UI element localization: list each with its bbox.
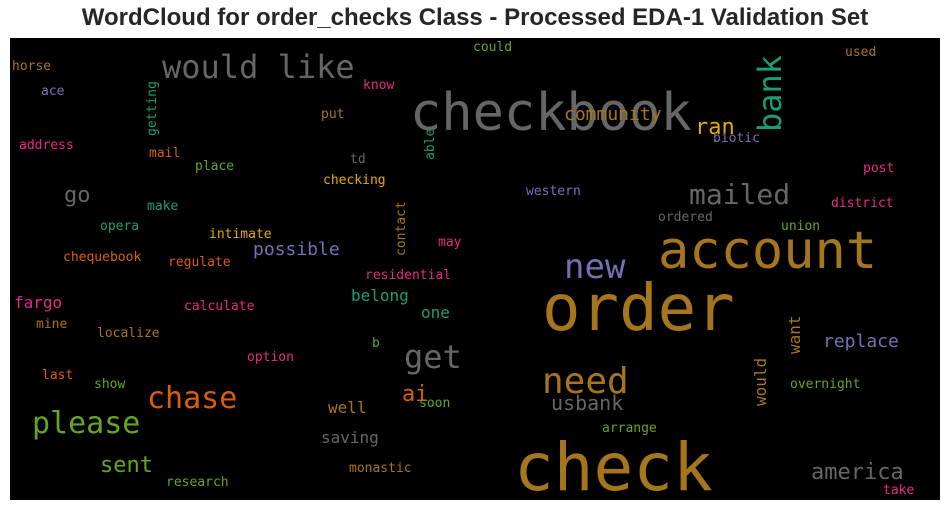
- word-mine: mine: [36, 317, 67, 332]
- word-know: know: [363, 78, 394, 93]
- word-district: district: [831, 196, 894, 211]
- word-could: could: [473, 40, 512, 55]
- word-used: used: [845, 45, 876, 60]
- word-regulate: regulate: [168, 255, 231, 270]
- word-address: address: [19, 138, 74, 153]
- word-ace: ace: [41, 84, 65, 99]
- word-go: go: [64, 183, 91, 208]
- word-fargo: fargo: [14, 293, 62, 312]
- word-localize: localize: [97, 326, 160, 341]
- word-place: place: [195, 159, 234, 174]
- word-td: td: [350, 152, 366, 167]
- word-bank: bank: [751, 55, 789, 132]
- chart-title: WordCloud for order_checks Class - Proce…: [81, 4, 869, 31]
- word-intimate: intimate: [209, 227, 272, 242]
- word-horse: horse: [12, 59, 51, 74]
- word-would-like: would like: [162, 48, 355, 86]
- word-checkbook: checkbook: [410, 83, 692, 143]
- word-biotic: biotic: [713, 131, 760, 146]
- word-mailed: mailed: [689, 178, 790, 211]
- word-arrange: arrange: [602, 421, 657, 436]
- word-show: show: [94, 377, 125, 392]
- word-union: union: [781, 219, 820, 234]
- word-research: research: [166, 475, 229, 490]
- word-america: america: [811, 460, 904, 485]
- wordcloud-canvas: checkbook account order check would like bank…: [10, 38, 940, 500]
- word-able: able: [423, 129, 438, 160]
- word-get: get: [404, 338, 462, 376]
- word-chase: chase: [147, 381, 237, 416]
- word-last: last: [42, 368, 73, 383]
- word-b: b: [372, 336, 380, 351]
- word-calculate: calculate: [184, 299, 255, 314]
- word-put: put: [321, 107, 344, 122]
- word-well: well: [328, 398, 367, 417]
- word-chequebook: chequebook: [63, 250, 141, 265]
- word-want: want: [785, 315, 804, 354]
- word-usbank: usbank: [551, 391, 623, 415]
- word-ai: ai: [402, 382, 429, 407]
- word-check: check: [514, 429, 713, 500]
- word-may: may: [438, 235, 462, 250]
- word-need: need: [542, 361, 629, 402]
- word-mail: mail: [149, 146, 180, 161]
- word-soon: soon: [419, 396, 450, 411]
- word-ordered: ordered: [658, 210, 713, 225]
- word-community: community: [564, 104, 662, 125]
- word-monastic: monastic: [349, 461, 412, 476]
- word-one: one: [421, 303, 450, 322]
- word-please: please: [32, 406, 140, 441]
- word-option: option: [247, 350, 294, 365]
- word-overnight: overnight: [790, 377, 860, 392]
- word-contact: contact: [394, 201, 409, 256]
- word-residential: residential: [365, 268, 451, 283]
- word-new: new: [564, 247, 626, 287]
- word-getting: getting: [145, 81, 160, 136]
- word-replace: replace: [823, 331, 899, 352]
- word-sent: sent: [100, 453, 153, 478]
- word-western: western: [526, 184, 581, 199]
- word-saving: saving: [321, 428, 379, 447]
- word-belong: belong: [351, 286, 409, 305]
- word-order: order: [542, 272, 735, 346]
- word-would: would: [751, 358, 770, 406]
- word-take: take: [883, 483, 914, 498]
- word-checking: checking: [323, 173, 386, 188]
- word-ran: ran: [695, 115, 735, 140]
- word-possible: possible: [253, 239, 340, 260]
- word-post: post: [863, 161, 894, 176]
- word-opera: opera: [100, 219, 139, 234]
- word-account: account: [658, 221, 877, 281]
- word-make: make: [147, 199, 178, 214]
